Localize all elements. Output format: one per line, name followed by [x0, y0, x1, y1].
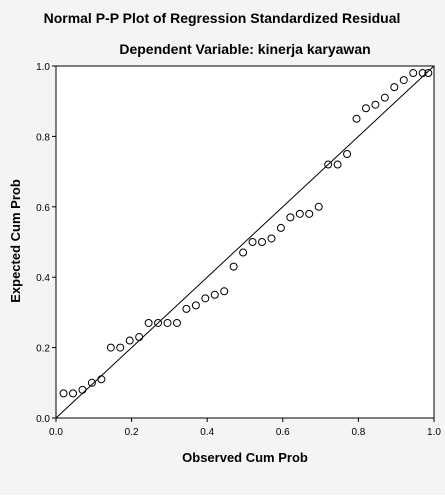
x-axis-label: Observed Cum Prob [182, 450, 308, 465]
point [258, 238, 267, 246]
point [116, 343, 125, 352]
x-tick-label: 0.4 [200, 427, 214, 438]
x-tick-label: 1.0 [427, 427, 441, 438]
point [69, 389, 78, 398]
point [409, 69, 418, 78]
point [399, 76, 408, 85]
point [424, 69, 433, 78]
point [172, 318, 181, 327]
point [361, 104, 370, 113]
point [333, 160, 342, 169]
x-tick-label: 0.0 [49, 427, 63, 438]
point [182, 304, 191, 313]
point [295, 209, 304, 218]
point [276, 223, 285, 232]
x-tick-label: 0.2 [125, 427, 139, 438]
point [87, 378, 96, 387]
y-tick-label: 1.0 [36, 62, 50, 73]
point [106, 343, 115, 352]
point [239, 248, 248, 257]
point [380, 93, 389, 102]
point [201, 294, 210, 303]
x-tick-label: 0.6 [276, 427, 290, 438]
point [78, 385, 87, 394]
point [135, 333, 144, 342]
point [220, 287, 229, 296]
point [267, 234, 276, 243]
chart-title: Normal P-P Plot of Regression Standardiz… [44, 10, 401, 26]
point [191, 301, 200, 310]
point [210, 290, 219, 299]
y-tick-label: 0.8 [36, 132, 50, 143]
reference-line [55, 65, 435, 419]
point [248, 238, 257, 246]
y-tick-label: 0.0 [36, 414, 50, 425]
y-axis-label: Expected Cum Prob [8, 179, 23, 303]
point [286, 213, 295, 222]
point [97, 375, 106, 384]
point [125, 336, 134, 345]
chart-subtitle: Dependent Variable: kinerja karyawan [119, 41, 370, 57]
point [59, 389, 68, 398]
point [352, 114, 361, 123]
point [343, 150, 352, 158]
x-tick-label: 0.8 [351, 427, 365, 438]
point [305, 209, 314, 218]
y-tick-label: 0.4 [36, 273, 50, 284]
y-tick-label: 0.6 [36, 203, 50, 214]
point [371, 100, 380, 109]
point [314, 202, 323, 211]
point [229, 262, 238, 271]
point [418, 69, 427, 78]
point [163, 318, 172, 327]
y-tick-label: 0.2 [36, 344, 50, 355]
point [390, 83, 399, 92]
point [154, 318, 163, 327]
point [144, 318, 153, 327]
point [324, 160, 333, 169]
